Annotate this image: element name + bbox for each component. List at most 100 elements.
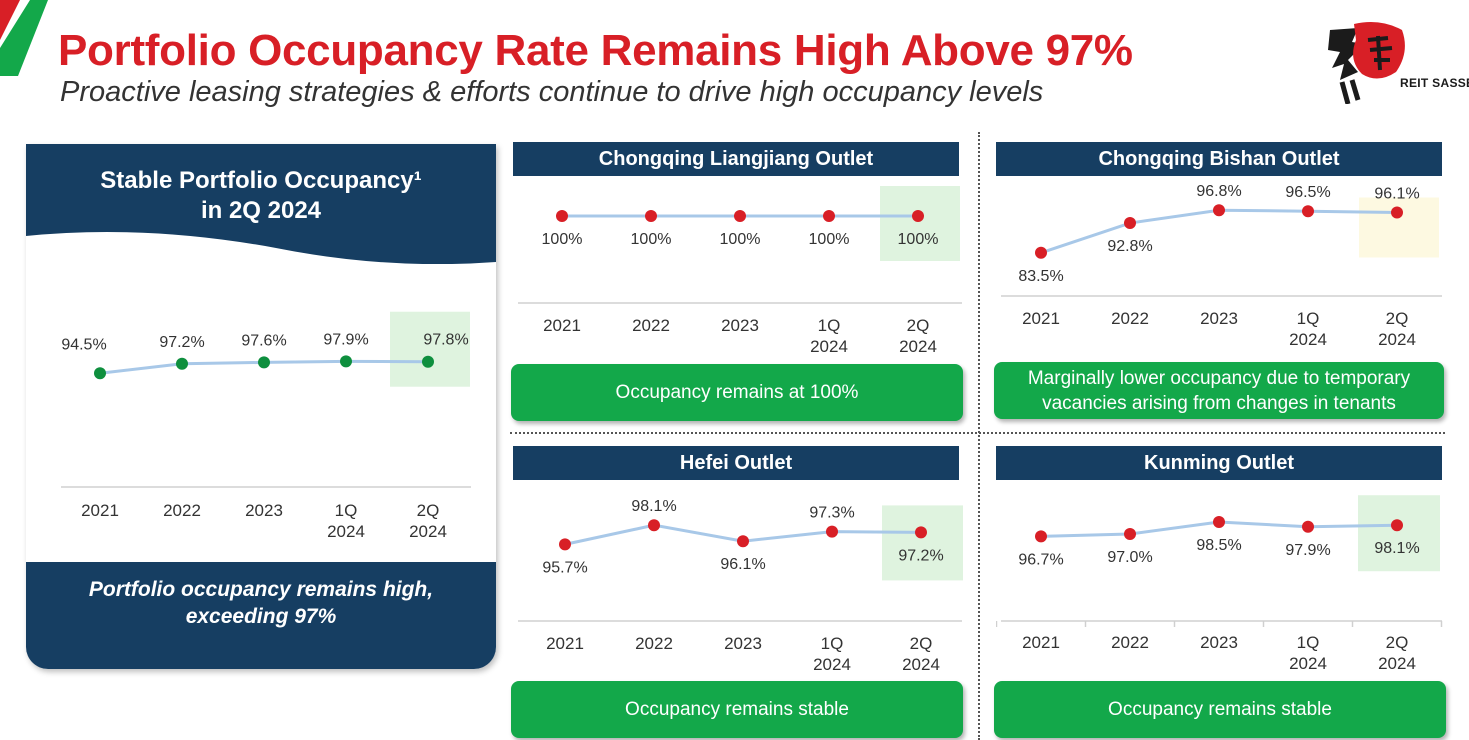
hefei-category-line: 2022	[635, 634, 673, 653]
hefei-point	[737, 535, 749, 548]
kunming-note: Occupancy remains stable	[994, 681, 1446, 738]
liangjiang-category-label: 2021	[543, 316, 581, 335]
bishan-data-label: 96.1%	[1374, 185, 1419, 202]
kunming-title: Kunming Outlet	[996, 446, 1442, 480]
liangjiang-category-label: 2022	[632, 316, 670, 335]
bishan-point	[1213, 204, 1225, 217]
portfolio-category-line: 2023	[245, 501, 283, 520]
bishan-category-line: 2024	[1378, 330, 1416, 349]
kunming-data-label: 96.7%	[1018, 551, 1063, 568]
liangjiang-data-label: 100%	[898, 231, 939, 248]
portfolio-heading-line2: in 2Q 2024	[200, 197, 322, 224]
bishan-category-label: 2023	[1200, 309, 1238, 328]
portfolio-note-line2: exceeding 97%	[185, 605, 337, 628]
portfolio-data-label: 97.2%	[159, 334, 204, 351]
hefei-data-label: 97.2%	[898, 547, 943, 564]
hefei-category-line: 2023	[724, 634, 762, 653]
kunming-occupancy-chart: 96.7% 2021 97.0% 2022 98.5% 2023 97.9% 1Q 2024 98…	[996, 495, 1443, 673]
portfolio-category-label: 2021	[81, 501, 119, 520]
portfolio-category-line: 2024	[327, 522, 365, 541]
liangjiang-data-label: 100%	[720, 231, 761, 248]
kunming-latest-highlight	[1358, 495, 1440, 572]
portfolio-category-line: 2Q	[417, 501, 440, 520]
kunming-category-line: 2024	[1378, 654, 1416, 673]
liangjiang-category-line: 2022	[632, 316, 670, 335]
bishan-series-line	[1040, 208, 1398, 255]
bishan-data-label: 96.8%	[1196, 183, 1241, 200]
vertical-divider	[978, 132, 980, 740]
hefei-category-line: 2021	[546, 634, 584, 653]
hefei-data-label: 98.1%	[631, 498, 676, 515]
kunming-category-line: 1Q	[1297, 633, 1320, 652]
hefei-title: Hefei Outlet	[513, 446, 959, 480]
bishan-category-label: 2022	[1111, 309, 1149, 328]
kunming-category-label: 2021	[1022, 633, 1060, 652]
liangjiang-category-line: 2024	[810, 337, 848, 356]
liangjiang-category-label: 2023	[721, 316, 759, 335]
hefei-category-line: 2Q	[910, 634, 933, 653]
card-header-wave	[26, 144, 496, 264]
bishan-category-line: 1Q	[1297, 309, 1320, 328]
kunming-point	[1124, 528, 1136, 540]
kunming-category-label: 2023	[1200, 633, 1238, 652]
portfolio-point	[422, 355, 434, 368]
portfolio-data-label: 97.6%	[241, 332, 286, 349]
portfolio-point	[340, 355, 352, 368]
bishan-occupancy-chart: 83.5% 2021 92.8% 2022 96.8% 2023 96.5% 1Q 2024 96…	[1001, 183, 1442, 349]
liangjiang-category-line: 2Q	[907, 316, 930, 335]
hefei-category-line: 1Q	[821, 634, 844, 653]
portfolio-note: Portfolio occupancy remains high, exceed…	[26, 576, 496, 630]
portfolio-category-label: 1Q 2024	[327, 501, 365, 541]
bishan-data-label: 92.8%	[1107, 238, 1152, 255]
kunming-data-label: 98.1%	[1374, 540, 1419, 557]
kunming-category-line: 2023	[1200, 633, 1238, 652]
bishan-category-line: 2023	[1200, 309, 1238, 328]
portfolio-data-label: 94.5%	[61, 336, 106, 353]
logo-wordmark: REIT SASSEUR	[1400, 76, 1469, 90]
liangjiang-data-label: 100%	[631, 231, 672, 248]
bishan-note-line2: vacancies arising from changes in tenant…	[1042, 392, 1396, 414]
portfolio-point	[176, 357, 188, 370]
kunming-point	[1213, 516, 1225, 528]
hefei-occupancy-chart: 95.7% 2021 98.1% 2022 96.1% 2023 97.3% 1Q 2024 97…	[518, 498, 963, 674]
portfolio-category-label: 2022	[163, 501, 201, 520]
kunming-point	[1391, 519, 1403, 532]
portfolio-point	[258, 356, 270, 369]
hefei-point	[915, 526, 927, 539]
liangjiang-point	[734, 210, 746, 222]
portfolio-point	[94, 367, 106, 380]
kunming-point	[1302, 520, 1314, 533]
hefei-latest-highlight	[882, 505, 963, 581]
kunming-category-line: 2022	[1111, 633, 1149, 652]
liangjiang-point	[556, 210, 568, 222]
bishan-category-label: 1Q 2024	[1289, 309, 1327, 349]
hefei-data-label: 97.3%	[809, 505, 854, 522]
hefei-data-label: 95.7%	[542, 559, 587, 576]
hefei-category-line: 2024	[813, 655, 851, 674]
kunming-category-label: 2Q 2024	[1378, 633, 1416, 673]
bishan-point	[1035, 246, 1047, 259]
kunming-data-label: 97.9%	[1285, 542, 1330, 559]
hefei-category-label: 1Q 2024	[813, 634, 851, 674]
hefei-point	[559, 538, 571, 551]
liangjiang-point	[645, 210, 657, 222]
hefei-category-label: 2Q 2024	[902, 634, 940, 674]
page-title: Portfolio Occupancy Rate Remains High Ab…	[58, 26, 1133, 75]
bishan-data-label: 83.5%	[1018, 268, 1063, 285]
liangjiang-category-label: 2Q 2024	[899, 316, 937, 356]
liangjiang-occupancy-chart: 100% 2021 100% 2022 100% 2023 100% 1Q 2024 100% 2Q…	[518, 186, 962, 356]
portfolio-data-label: 97.9%	[323, 331, 368, 348]
portfolio-occupancy-chart: 94.5% 2021 97.2% 2022 97.6% 2023 97.9% 1Q 2024 97…	[61, 311, 471, 541]
liangjiang-title: Chongqing Liangjiang Outlet	[513, 142, 959, 176]
bishan-note: Marginally lower occupancy due to tempor…	[994, 362, 1444, 419]
portfolio-heading-line1: Stable Portfolio Occupancy¹	[100, 167, 422, 194]
bishan-point	[1302, 205, 1314, 218]
liangjiang-data-label: 100%	[542, 231, 583, 248]
page-subtitle: Proactive leasing strategies & efforts c…	[60, 76, 1044, 108]
portfolio-category-label: 2Q 2024	[409, 501, 447, 541]
bishan-category-line: 2022	[1111, 309, 1149, 328]
hefei-category-label: 2021	[546, 634, 584, 653]
liangjiang-category-line: 2023	[721, 316, 759, 335]
reit-sasseur-logo	[1328, 22, 1405, 104]
kunming-category-line: 2024	[1289, 654, 1327, 673]
